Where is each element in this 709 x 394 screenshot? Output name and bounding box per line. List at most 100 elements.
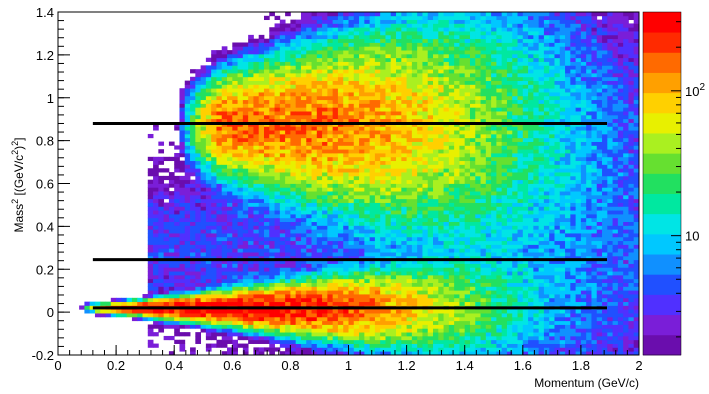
heatmap-cell bbox=[227, 175, 233, 181]
heatmap-cell bbox=[253, 179, 260, 184]
heatmap-cell bbox=[184, 301, 191, 306]
heatmap-cell bbox=[422, 118, 429, 123]
heatmap-cell bbox=[137, 297, 143, 303]
heatmap-cell bbox=[200, 198, 207, 203]
heatmap-cell bbox=[396, 92, 402, 97]
heatmap-cell bbox=[306, 313, 312, 318]
heatmap-cell bbox=[200, 69, 207, 74]
heatmap-cell bbox=[348, 141, 355, 146]
heatmap-cell bbox=[385, 351, 392, 356]
heatmap-cell bbox=[195, 236, 202, 242]
heatmap-cell bbox=[153, 320, 159, 325]
heatmap-cell bbox=[142, 313, 149, 318]
heatmap-cell bbox=[211, 153, 217, 158]
heatmap-cell bbox=[195, 145, 202, 150]
heatmap-cell bbox=[184, 88, 191, 93]
heatmap-cell bbox=[380, 198, 386, 203]
heatmap-cell bbox=[337, 213, 344, 219]
heatmap-cell bbox=[179, 313, 186, 318]
heatmap-cell bbox=[332, 46, 339, 51]
heatmap-cell bbox=[364, 145, 371, 150]
heatmap-cell bbox=[364, 72, 371, 78]
heatmap-cell bbox=[406, 309, 413, 314]
heatmap-cell bbox=[359, 42, 365, 47]
heatmap-cell bbox=[396, 15, 402, 21]
heatmap-cell bbox=[380, 137, 386, 142]
heatmap-cell bbox=[179, 183, 186, 188]
heatmap-cell bbox=[205, 206, 212, 211]
heatmap-cell bbox=[343, 153, 349, 158]
heatmap-cell bbox=[248, 50, 254, 55]
heatmap-cell bbox=[179, 221, 186, 226]
heatmap-cell bbox=[448, 278, 455, 283]
heatmap-cell bbox=[337, 114, 344, 120]
heatmap-cell bbox=[174, 309, 180, 314]
heatmap-cell bbox=[168, 274, 175, 280]
heatmap-cell bbox=[237, 282, 244, 287]
heatmap-cell bbox=[385, 34, 392, 40]
heatmap-cell bbox=[438, 347, 444, 352]
heatmap-cell bbox=[163, 309, 170, 314]
heatmap-cell bbox=[443, 65, 450, 70]
heatmap-cell bbox=[263, 301, 270, 306]
heatmap-cell bbox=[263, 248, 270, 253]
heatmap-cell bbox=[322, 103, 328, 108]
heatmap-cell bbox=[343, 130, 349, 135]
heatmap-cell bbox=[184, 236, 191, 242]
heatmap-cell bbox=[406, 255, 413, 261]
heatmap-cell bbox=[380, 244, 386, 249]
heatmap-cell bbox=[422, 191, 429, 196]
heatmap-cell bbox=[184, 244, 191, 249]
heatmap-cell bbox=[385, 38, 392, 43]
heatmap-cell bbox=[438, 290, 444, 295]
heatmap-cell bbox=[459, 248, 466, 253]
heatmap-cell bbox=[227, 221, 233, 226]
heatmap-cell bbox=[343, 50, 349, 55]
heatmap-cell bbox=[359, 130, 365, 135]
heatmap-cell bbox=[295, 38, 302, 43]
heatmap-cell bbox=[359, 324, 365, 329]
heatmap-cell bbox=[200, 213, 207, 219]
heatmap-cell bbox=[316, 297, 323, 303]
heatmap-cell bbox=[422, 133, 429, 139]
heatmap-cell bbox=[190, 179, 196, 184]
heatmap-cell bbox=[353, 31, 360, 36]
heatmap-cell bbox=[427, 301, 434, 306]
heatmap-cell bbox=[110, 301, 117, 306]
heatmap-cell bbox=[316, 38, 323, 43]
heatmap-cell bbox=[200, 267, 207, 272]
heatmap-cell bbox=[438, 99, 444, 104]
heatmap-cell bbox=[237, 297, 244, 303]
heatmap-cell bbox=[300, 153, 307, 158]
heatmap-cell bbox=[390, 42, 397, 47]
heatmap-cell bbox=[242, 95, 249, 101]
heatmap-cell bbox=[290, 114, 297, 120]
heatmap-cell bbox=[190, 194, 196, 200]
heatmap-cell bbox=[168, 259, 175, 264]
heatmap-cell bbox=[448, 172, 455, 177]
heatmap-cell bbox=[263, 118, 270, 123]
heatmap-cell bbox=[306, 347, 312, 352]
heatmap-cell bbox=[454, 252, 460, 257]
heatmap-cell bbox=[285, 175, 291, 181]
heatmap-cell bbox=[216, 297, 223, 303]
heatmap-cell bbox=[306, 31, 312, 36]
heatmap-cell bbox=[274, 133, 281, 139]
heatmap-cell bbox=[263, 332, 270, 337]
heatmap-cell bbox=[385, 88, 392, 93]
heatmap-cell bbox=[417, 57, 423, 62]
heatmap-cell bbox=[168, 198, 175, 203]
heatmap-cell bbox=[195, 69, 202, 74]
heatmap-cell bbox=[396, 259, 402, 264]
heatmap-cell bbox=[227, 271, 233, 276]
heatmap-cell bbox=[443, 225, 450, 230]
heatmap-cell bbox=[464, 313, 471, 318]
heatmap-cell bbox=[374, 145, 381, 150]
heatmap-cell bbox=[211, 149, 217, 154]
heatmap-cell bbox=[427, 34, 434, 40]
heatmap-cell bbox=[406, 290, 413, 295]
heatmap-cell bbox=[322, 76, 328, 81]
heatmap-cell bbox=[168, 194, 175, 200]
heatmap-cell bbox=[443, 309, 450, 314]
heatmap-cell bbox=[433, 145, 439, 150]
